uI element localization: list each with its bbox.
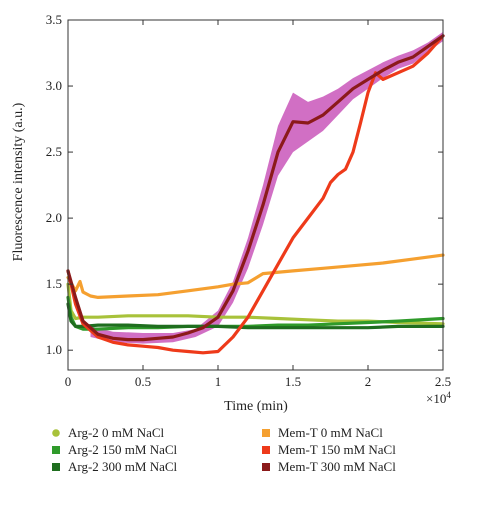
legend-marker bbox=[262, 463, 270, 471]
legend-item: Mem-T 0 mM NaCl bbox=[262, 425, 383, 440]
x-tick-label: 1 bbox=[215, 374, 222, 389]
legend-label: Mem-T 150 mM NaCl bbox=[278, 442, 396, 457]
legend-label: Arg-2 0 mM NaCl bbox=[68, 425, 165, 440]
series-layer bbox=[66, 34, 445, 355]
legend-marker bbox=[52, 446, 60, 454]
series-line-5 bbox=[66, 34, 445, 355]
legend-item: Arg-2 300 mM NaCl bbox=[52, 459, 178, 474]
series-line-4 bbox=[66, 253, 445, 299]
x-tick-label: 0 bbox=[65, 374, 72, 389]
x-tick-label: 1.5 bbox=[285, 374, 301, 389]
legend-label: Mem-T 300 mM NaCl bbox=[278, 459, 396, 474]
legend-item: Mem-T 300 mM NaCl bbox=[262, 459, 396, 474]
y-tick-label: 1.5 bbox=[46, 276, 62, 291]
legend-label: Arg-2 300 mM NaCl bbox=[68, 459, 178, 474]
x-tick-label: 0.5 bbox=[135, 374, 151, 389]
y-tick-label: 2.0 bbox=[46, 210, 62, 225]
x-axis-multiplier-base: ×10 bbox=[426, 391, 446, 406]
legend-marker bbox=[52, 463, 60, 471]
plot-frame bbox=[67, 19, 444, 371]
x-tick-label: 2 bbox=[365, 374, 372, 389]
legend-item: Mem-T 150 mM NaCl bbox=[262, 442, 396, 457]
legend-item: Arg-2 0 mM NaCl bbox=[52, 425, 165, 440]
x-tick-label: 2.5 bbox=[435, 374, 451, 389]
legend-marker bbox=[52, 429, 60, 437]
x-axis-label: Time (min) bbox=[224, 399, 288, 414]
y-tick-label: 1.0 bbox=[46, 342, 62, 357]
legend-item: Arg-2 150 mM NaCl bbox=[52, 442, 178, 457]
x-axis-multiplier: ×104 bbox=[426, 390, 451, 406]
x-axis-multiplier-exponent: 4 bbox=[446, 390, 451, 400]
legend-marker bbox=[262, 429, 270, 437]
legend-label: Arg-2 150 mM NaCl bbox=[68, 442, 178, 457]
y-tick-label: 3.5 bbox=[46, 12, 62, 27]
legend-label: Mem-T 0 mM NaCl bbox=[278, 425, 383, 440]
axes-layer: 0 0.5 1 1.5 2 2.5 1.0 1.5 2.0 2.5 3.0 3.5 bbox=[46, 12, 451, 389]
y-axis-label: Fluorescence intensity (a.u.) bbox=[11, 102, 26, 261]
y-tick-label: 3.0 bbox=[46, 78, 62, 93]
y-tick-label: 2.5 bbox=[46, 144, 62, 159]
legend-marker bbox=[262, 446, 270, 454]
legend: Arg-2 0 mM NaCl Arg-2 150 mM NaCl Arg-2 30… bbox=[52, 425, 396, 474]
series-line-6 bbox=[66, 34, 445, 342]
